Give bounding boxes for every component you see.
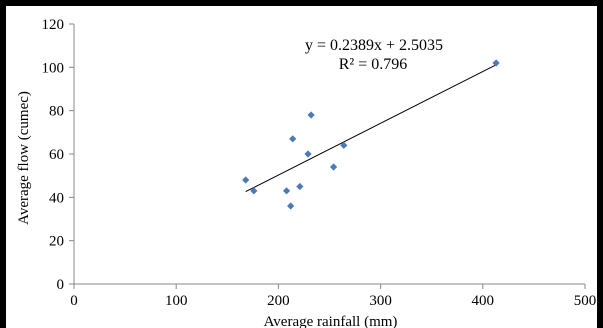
x-tick-label: 400 bbox=[472, 293, 495, 309]
trendline bbox=[245, 64, 497, 193]
y-tick-label: 60 bbox=[49, 147, 64, 163]
data-point bbox=[340, 141, 348, 149]
data-point bbox=[287, 202, 295, 210]
scatter-chart: 0 20 40 60 80 100 120 0 100 200 300 400 500 y = 0.2… bbox=[16, 17, 596, 328]
y-tick-label: 20 bbox=[49, 234, 64, 250]
y-tick-labels: 0 20 40 60 80 100 120 bbox=[42, 17, 74, 293]
trendline-equation: y = 0.2389x + 2.5035 bbox=[305, 37, 443, 54]
x-tick-label: 300 bbox=[369, 293, 392, 309]
data-point bbox=[282, 187, 291, 195]
y-tick-label: 80 bbox=[49, 104, 64, 120]
x-tick-label: 500 bbox=[574, 293, 597, 309]
x-tick-labels: 0 100 200 300 400 500 bbox=[70, 284, 596, 309]
data-point bbox=[304, 150, 312, 158]
chart-frame: 0 20 40 60 80 100 120 0 100 200 300 400 500 y = 0.2… bbox=[6, 6, 597, 328]
data-points bbox=[242, 59, 500, 210]
data-point bbox=[492, 59, 500, 67]
x-tick-label: 200 bbox=[267, 293, 290, 309]
data-point bbox=[250, 187, 258, 195]
y-axis-title: Average flow (cumec) bbox=[16, 91, 32, 225]
data-point bbox=[329, 163, 338, 171]
r-squared-label: R² = 0.796 bbox=[339, 56, 408, 73]
x-axis-title: Average rainfall (mm) bbox=[264, 314, 398, 328]
y-tick-label: 0 bbox=[57, 277, 65, 293]
x-tick-label: 100 bbox=[165, 293, 188, 309]
data-point bbox=[289, 135, 297, 143]
axes bbox=[73, 24, 585, 285]
data-point bbox=[242, 176, 250, 184]
x-tick-label: 0 bbox=[70, 293, 78, 309]
y-tick-label: 100 bbox=[42, 60, 65, 76]
y-tick-label: 120 bbox=[42, 17, 65, 33]
y-tick-label: 40 bbox=[49, 190, 64, 206]
data-point bbox=[296, 182, 304, 191]
data-point bbox=[307, 111, 315, 119]
